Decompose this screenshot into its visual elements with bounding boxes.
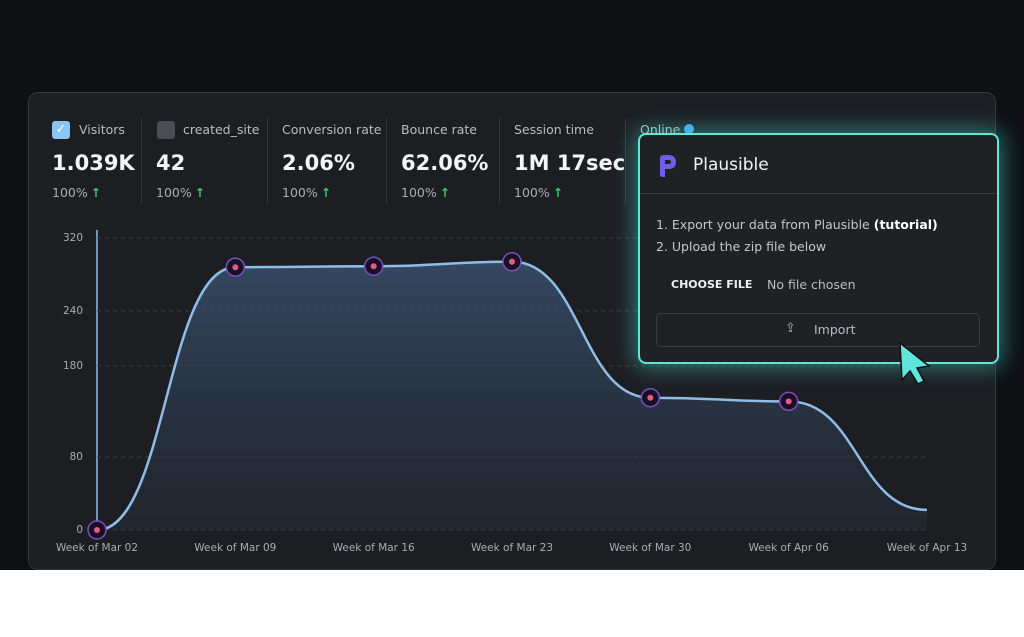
point-dot [647,394,654,401]
x-tick-label: Week of Mar 09 [194,542,276,554]
import-dialog: Plausible 1. Export your data from Plaus… [638,133,999,364]
checkbox[interactable] [157,121,175,139]
metric-change: 100% ↑ [401,185,451,200]
metric-value: 1.039K [52,151,135,175]
y-tick-label: 240 [63,305,83,317]
y-tick-label: 320 [63,232,83,244]
y-tick-label: 80 [70,451,83,463]
x-tick-label: Week of Mar 16 [333,542,415,554]
upload-icon: ⇪ [785,321,796,336]
x-tick-label: Week of Mar 23 [471,542,553,554]
change-text: 100% [514,185,550,200]
x-tick-label: Week of Mar 30 [609,542,691,554]
divider [267,118,268,204]
point-dot [509,258,515,265]
chart: 0 80 180 240 320 Week of Mar 02 Week of Mar 09… [56,230,967,554]
divider [499,118,500,204]
metric-change: 100% ↑ [52,185,102,200]
checkbox-checked[interactable]: ✓ [52,121,70,139]
metric-change: 100% ↑ [282,185,332,200]
metric-value: 2.06% [282,151,355,175]
metric-value: 1M 17sec [514,151,626,175]
x-tick-label: Week of Apr 06 [748,542,829,554]
point-dot [370,263,377,270]
metric-change: 100% ↑ [156,185,206,200]
import-button[interactable]: ⇪ Import [656,313,980,347]
metric-label: created_site [183,122,260,137]
import-label: Import [814,322,856,337]
y-tick-label: 0 [76,524,83,536]
metric-change: 100% ↑ [514,185,564,200]
change-text: 100% [156,185,192,200]
metric-value: 42 [156,151,186,175]
point-dot [94,527,100,533]
area [97,261,927,530]
metric-label: Conversion rate [282,122,382,137]
y-tick-label: 180 [63,360,83,372]
point-dot [785,398,792,405]
change-text: 100% [52,185,88,200]
point-dot [232,264,239,271]
divider [640,193,997,194]
dialog-title: Plausible [693,155,769,175]
change-text: 100% [282,185,318,200]
metric-value: 62.06% [401,151,489,175]
metric-label: Visitors [79,122,125,137]
divider [141,118,142,204]
divider [386,118,387,204]
divider [625,118,626,204]
step: 1. Export your data from Plausible (tuto… [656,217,938,232]
change-text: 100% [401,185,437,200]
metric-label: Session time [514,122,594,137]
metric-label: Bounce rate [401,122,477,137]
online-dot [684,124,694,134]
choose-file-button[interactable]: CHOOSE FILE [671,278,753,291]
plausible-logo [658,155,676,177]
step-text: 1. Export your data from Plausible [656,217,870,232]
x-tick-label: Week of Apr 13 [887,542,967,554]
step: 2. Upload the zip file below [656,239,827,254]
file-status: No file chosen [767,277,856,292]
x-tick-label: Week of Mar 02 [56,542,138,554]
tutorial-link[interactable]: (tutorial) [873,217,938,232]
